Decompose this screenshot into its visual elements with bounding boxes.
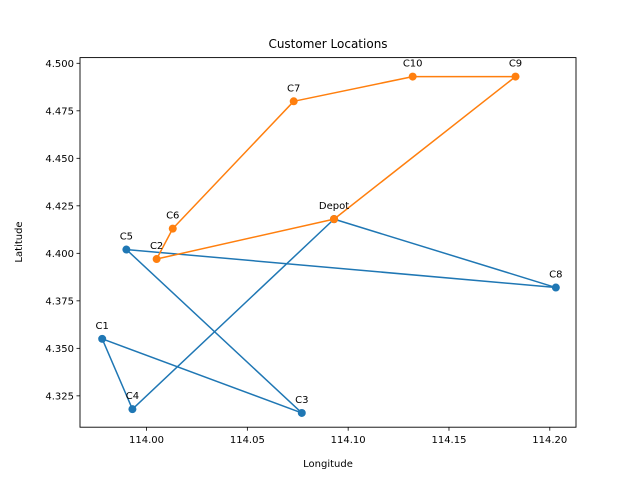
location-label: C7 xyxy=(287,83,300,94)
x-tick-label: 114.00 xyxy=(129,435,164,446)
location-label: C4 xyxy=(126,391,139,402)
location-marker xyxy=(289,97,298,106)
location-marker xyxy=(168,224,177,233)
location-marker xyxy=(128,405,137,414)
x-axis: 114.00 114.05 114.10 114.15 114.20 xyxy=(129,427,567,446)
x-tick-label: 114.05 xyxy=(230,435,265,446)
location-label: C2 xyxy=(150,241,163,252)
y-tick-label: 4.450 xyxy=(45,154,74,165)
location-marker xyxy=(122,245,131,254)
location-label: C10 xyxy=(403,59,423,70)
x-tick-label: 114.10 xyxy=(331,435,366,446)
location-label: C6 xyxy=(166,211,179,222)
point-labels-layer: C1 C2 C3 C4 C5 C6 C7 C8 C9 C10 Depot xyxy=(96,59,563,406)
x-tick-label: 114.15 xyxy=(431,435,466,446)
location-label: Depot xyxy=(319,201,349,212)
y-tick-label: 4.350 xyxy=(45,344,74,355)
location-label: C5 xyxy=(120,232,133,243)
location-label: C8 xyxy=(549,270,562,281)
y-tick-label: 4.400 xyxy=(45,249,74,260)
y-axis: 4.325 4.350 4.375 4.400 4.425 4.450 4.475 4.500 xyxy=(45,59,80,402)
location-label: C3 xyxy=(295,395,308,406)
plot-area-frame xyxy=(79,57,577,428)
location-marker xyxy=(551,283,560,292)
location-marker xyxy=(408,72,417,81)
y-tick-label: 4.375 xyxy=(45,296,74,307)
y-tick-label: 4.475 xyxy=(45,106,74,117)
location-label: C9 xyxy=(509,59,522,70)
location-marker xyxy=(511,72,520,81)
chart-title: Customer Locations xyxy=(268,37,387,51)
y-tick-label: 4.325 xyxy=(45,391,74,402)
x-axis-title: Longitude xyxy=(303,459,353,470)
y-axis-title: Latitude xyxy=(14,221,25,262)
location-marker xyxy=(98,334,107,343)
location-marker xyxy=(297,408,306,417)
location-marker xyxy=(330,215,339,224)
location-marker xyxy=(152,255,161,264)
x-tick-label: 114.20 xyxy=(532,435,567,446)
y-tick-label: 4.425 xyxy=(45,201,74,212)
route-series-2 xyxy=(152,72,520,264)
series-layer xyxy=(98,72,560,417)
y-tick-label: 4.500 xyxy=(45,59,74,70)
location-label: C1 xyxy=(96,321,109,332)
